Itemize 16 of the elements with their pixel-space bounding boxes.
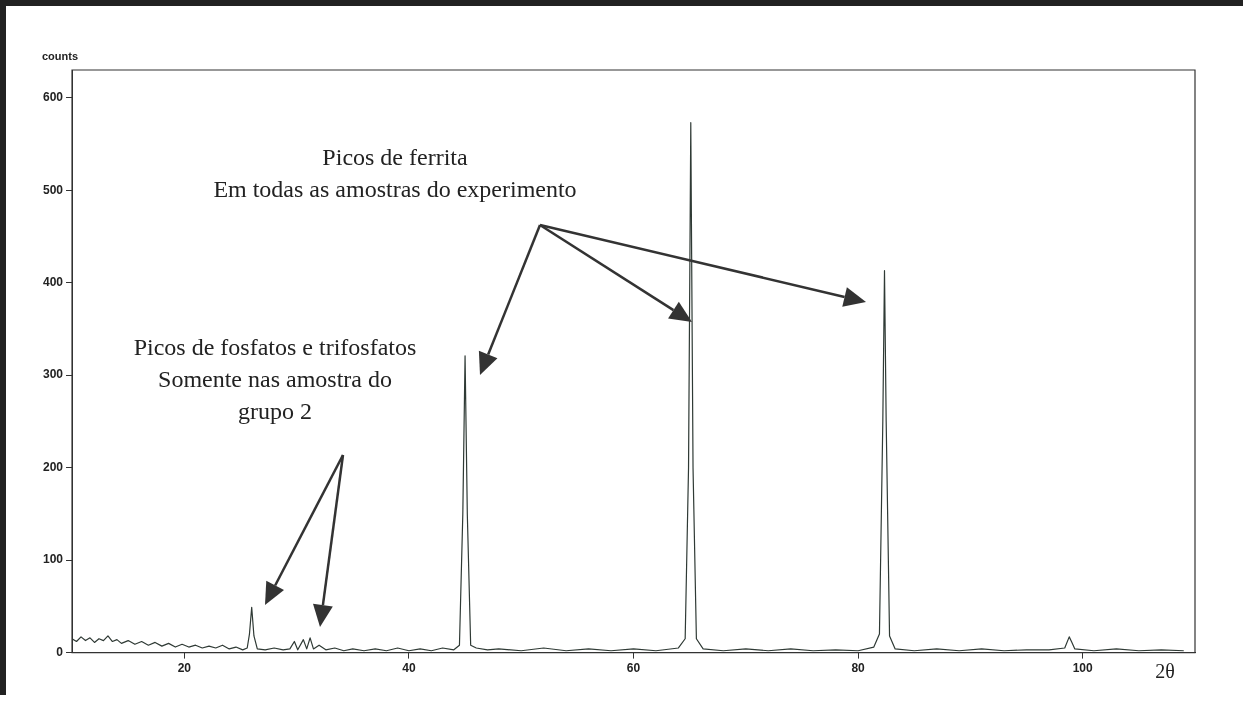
y-tick-label: 200 <box>42 459 64 474</box>
y-tick-label: 0 <box>56 644 64 659</box>
y-tick-label: 500 <box>42 182 64 197</box>
x-tick-label: 100 <box>1072 661 1094 676</box>
y-tick-label: 600 <box>42 90 64 105</box>
annotation: Picos de fosfatos e trifosfatos Somente nas amostra do grupo 2 <box>133 334 417 424</box>
x-tick-label: 20 <box>177 661 192 676</box>
y-axis-title: counts <box>42 50 79 62</box>
x-tick-label: 40 <box>402 661 416 676</box>
x-tick-label: 80 <box>851 661 866 676</box>
y-tick-label: 300 <box>42 367 64 382</box>
x-axis-title: 2θ <box>1155 660 1175 682</box>
y-tick-label: 100 <box>42 552 64 567</box>
x-tick-label: 60 <box>626 661 641 676</box>
annotation: Picos de ferrita Em todas as amostras do experimento <box>213 144 577 202</box>
y-tick-label: 400 <box>42 275 64 290</box>
